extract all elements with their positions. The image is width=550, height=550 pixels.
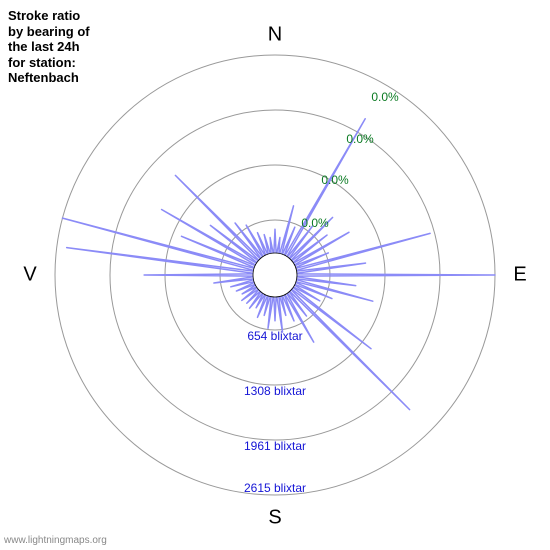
pct-label-2: 0.0% [321, 173, 348, 187]
pct-label-4: 0.0% [371, 90, 398, 104]
ring-label-3: 1961 blixtar [244, 439, 306, 453]
compass-n: N [268, 24, 282, 47]
ring-label-4: 2615 blixtar [244, 481, 306, 495]
ring-label-1: 654 blixtar [247, 329, 302, 343]
source-text: www.lightningmaps.org [4, 535, 107, 546]
compass-s: S [268, 507, 281, 530]
polar-chart [0, 0, 550, 550]
compass-e: E [513, 264, 526, 287]
ring-label-2: 1308 blixtar [244, 384, 306, 398]
pct-label-1: 0.0% [301, 216, 328, 230]
chart-container: Stroke ratio by bearing of the last 24h … [0, 0, 550, 550]
compass-w: V [23, 264, 36, 287]
pct-label-3: 0.0% [346, 132, 373, 146]
